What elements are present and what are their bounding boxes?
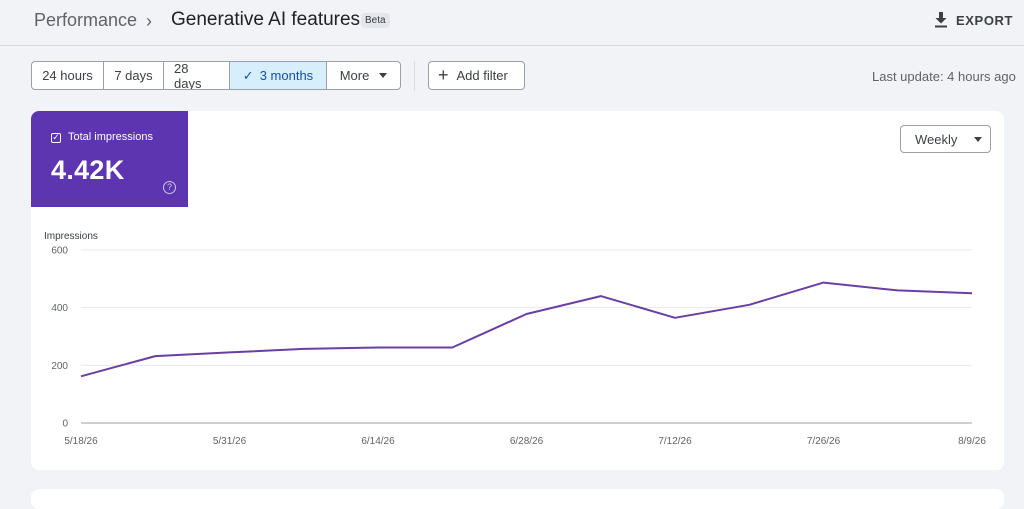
- range-24-hours[interactable]: 24 hours: [32, 62, 104, 89]
- breadcrumb-performance[interactable]: Performance: [34, 10, 138, 30]
- range-label: 28 days: [174, 61, 202, 90]
- range-label: 3 months: [259, 68, 314, 83]
- page-title: Generative AI features: [171, 9, 361, 30]
- x-tick-label: 7/12/26: [658, 436, 692, 447]
- export-button[interactable]: EXPORT: [934, 10, 1013, 30]
- x-tick-label: 7/26/26: [807, 436, 841, 447]
- series-line: [80, 281, 973, 378]
- check-icon: ✓: [242, 67, 254, 83]
- next-card: [31, 489, 1004, 509]
- range-28-days[interactable]: 28 days: [164, 62, 230, 89]
- add-filter-label: Add filter: [456, 68, 508, 83]
- y-tick-label: 200: [51, 361, 68, 372]
- caret-down-icon: [379, 73, 388, 78]
- period-value: Weekly: [915, 131, 958, 147]
- range-3-months[interactable]: ✓ 3 months: [230, 62, 327, 89]
- x-tick-label: 8/9/26: [958, 436, 986, 447]
- range-more-dropdown[interactable]: More: [327, 62, 400, 89]
- add-filter-button[interactable]: + Add filter: [428, 61, 525, 90]
- plus-icon: +: [438, 64, 449, 85]
- x-tick-label: 6/14/26: [361, 436, 395, 447]
- toolbar-divider: [414, 61, 415, 91]
- export-label: EXPORT: [956, 12, 1014, 28]
- impressions-chart: Impressions 0 200 400 600 5/18/26 5/31/26 6/14/…: [44, 231, 986, 447]
- x-tick-label: 5/18/26: [64, 436, 98, 447]
- checkbox-checked-icon[interactable]: ✓: [51, 132, 61, 143]
- page-header: Performance › Generative AI features Bet…: [0, 0, 1024, 46]
- download-icon: [935, 12, 947, 28]
- last-update-text: Last update: 4 hours ago: [872, 69, 1016, 84]
- range-label: More: [339, 68, 370, 83]
- x-tick-label: 5/31/26: [213, 436, 247, 447]
- metric-label: Total impressions: [68, 131, 153, 143]
- y-tick-label: 400: [51, 303, 68, 314]
- range-7-days[interactable]: 7 days: [104, 62, 164, 89]
- total-impressions-metric[interactable]: ✓ Total impressions 4.42K ?: [31, 111, 188, 207]
- range-label: 24 hours: [42, 68, 93, 83]
- performance-chart-card: Impressions 0 200 400 600 5/18/26 5/31/26 6/14/…: [31, 111, 1004, 470]
- metric-value: 4.42K: [51, 155, 125, 185]
- y-tick-label: 600: [51, 246, 68, 257]
- caret-down-icon: [974, 136, 983, 142]
- period-dropdown[interactable]: Weekly: [900, 125, 991, 153]
- beta-badge: Beta: [361, 13, 390, 28]
- y-tick-label: 0: [62, 419, 68, 430]
- breadcrumb-chevron-icon: ›: [146, 11, 152, 31]
- y-axis-label: Impressions: [44, 231, 98, 242]
- range-label: 7 days: [114, 68, 153, 83]
- help-icon[interactable]: ?: [163, 181, 176, 194]
- x-tick-label: 6/28/26: [510, 436, 544, 447]
- filter-toolbar: 24 hours 7 days 28 days ✓ 3 months More …: [0, 61, 1024, 91]
- date-range-selector: 24 hours 7 days 28 days ✓ 3 months More: [31, 61, 401, 90]
